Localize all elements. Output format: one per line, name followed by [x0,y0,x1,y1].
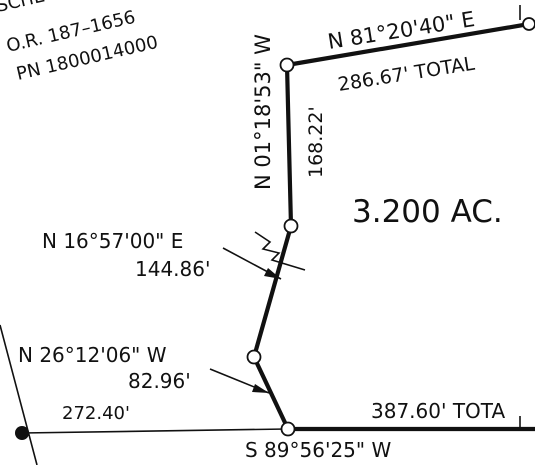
top-distance-label: 286.67' TOTAL [336,53,476,96]
lower-leg-bearing-label: N 26°12'06" W [18,343,167,367]
bottom-bearing-label: S 89°56'25" W [245,438,391,462]
west-distance-label: 272.40' [62,403,130,424]
middle-leg-bearing-label: N 16°57'00" E [42,229,183,253]
bottom-distance-label: 387.60' TOTA [371,399,505,423]
iron-pin-icon [15,426,29,440]
corner-marker-icon [523,18,535,30]
corner-marker-icon [248,351,261,364]
middle-leg-distance-label: 144.86' [135,257,210,281]
area-label: 3.200 AC. [352,194,503,230]
corner-marker-icon [281,59,294,72]
corner-marker-icon [282,423,295,436]
corner-marker-icon [285,220,298,233]
north-leg-distance-label: 168.22' [305,106,327,178]
owner-name-text: SCHECK, TH [0,0,106,17]
north-leg-bearing-label: N 01°18'53" W [251,34,275,190]
west-extension-line [22,429,287,433]
lower-leg-distance-label: 82.96' [128,369,191,393]
